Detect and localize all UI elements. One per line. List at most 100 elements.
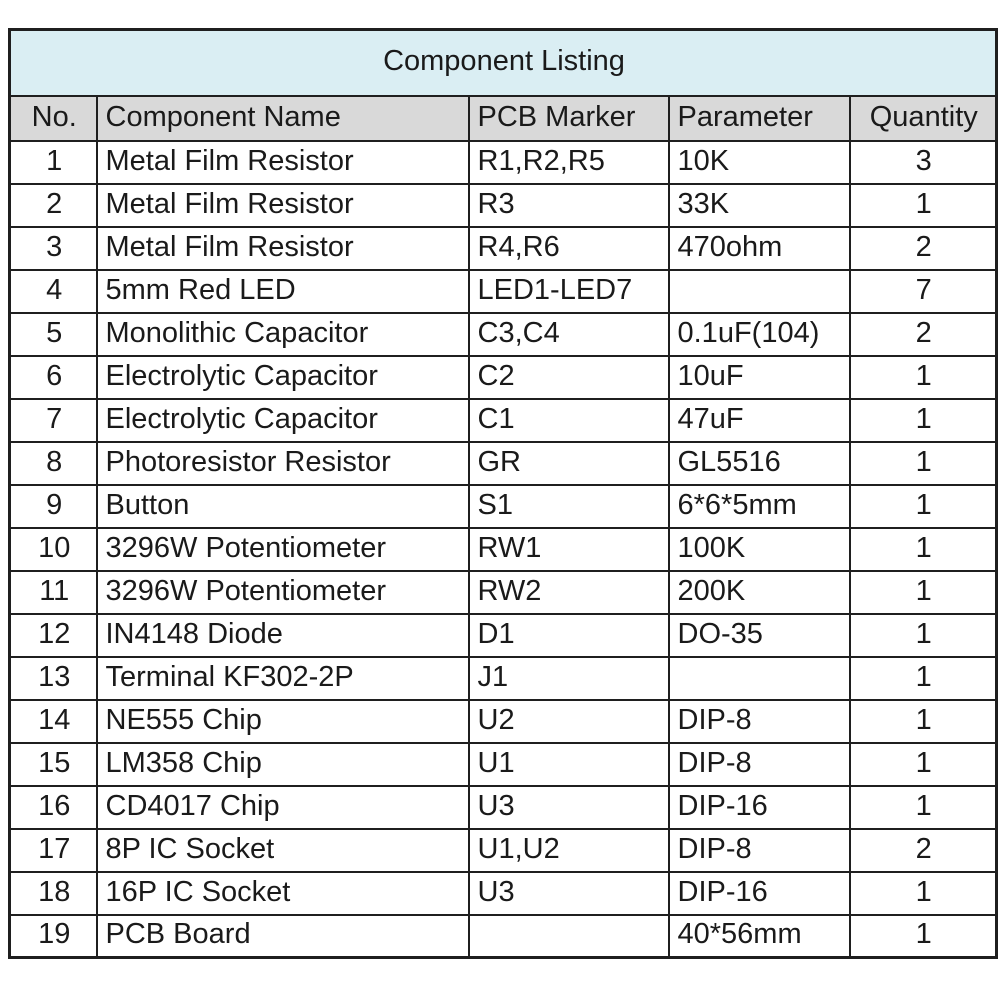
pcb-marker-cell: U3 [467, 784, 670, 830]
no-cell: 3 [8, 225, 98, 271]
table-row: 13 Terminal KF302-2P J1 1 [8, 655, 998, 701]
quantity-cell: 1 [848, 698, 998, 744]
parameter-cell: DIP-8 [667, 827, 851, 873]
component-listing-table: Component Listing No. Component Name PCB… [8, 28, 998, 959]
pcb-marker-cell: C3,C4 [467, 311, 670, 357]
no-cell: 16 [8, 784, 98, 830]
table-row: 15 LM358 Chip U1 DIP-8 1 [8, 741, 998, 787]
quantity-cell: 2 [848, 225, 998, 271]
component-name-cell: PCB Board [95, 913, 470, 959]
table-row: 1 Metal Film Resistor R1,R2,R5 10K 3 [8, 139, 998, 185]
quantity-cell: 2 [848, 311, 998, 357]
component-name-cell: Metal Film Resistor [95, 225, 470, 271]
parameter-cell: DIP-8 [667, 698, 851, 744]
no-cell: 1 [8, 139, 98, 185]
component-name-cell: 3296W Potentiometer [95, 526, 470, 572]
no-cell: 6 [8, 354, 98, 400]
table-row: 18 16P IC Socket U3 DIP-16 1 [8, 870, 998, 916]
component-name-cell: Terminal KF302-2P [95, 655, 470, 701]
component-name-cell: 8P IC Socket [95, 827, 470, 873]
parameter-cell: GL5516 [667, 440, 851, 486]
no-cell: 11 [8, 569, 98, 615]
component-name-cell: Monolithic Capacitor [95, 311, 470, 357]
table-row: 2 Metal Film Resistor R3 33K 1 [8, 182, 998, 228]
pcb-marker-cell: U3 [467, 870, 670, 916]
parameter-cell [667, 268, 851, 314]
table-row: 17 8P IC Socket U1,U2 DIP-8 2 [8, 827, 998, 873]
no-cell: 19 [8, 913, 98, 959]
quantity-cell: 2 [848, 827, 998, 873]
pcb-marker-cell [467, 913, 670, 959]
component-name-cell: Electrolytic Capacitor [95, 354, 470, 400]
table-row: 12 IN4148 Diode D1 DO-35 1 [8, 612, 998, 658]
quantity-cell: 1 [848, 354, 998, 400]
column-header-quantity: Quantity [848, 94, 998, 142]
pcb-marker-cell: LED1-LED7 [467, 268, 670, 314]
table-title: Component Listing [8, 28, 998, 97]
component-name-cell: Metal Film Resistor [95, 139, 470, 185]
header-row: No. Component Name PCB Marker Parameter … [8, 94, 998, 142]
component-name-cell: Button [95, 483, 470, 529]
table-row: 4 5mm Red LED LED1-LED7 7 [8, 268, 998, 314]
table-row: 16 CD4017 Chip U3 DIP-16 1 [8, 784, 998, 830]
table-row: 5 Monolithic Capacitor C3,C4 0.1uF(104) 2 [8, 311, 998, 357]
no-cell: 4 [8, 268, 98, 314]
table-row: 6 Electrolytic Capacitor C2 10uF 1 [8, 354, 998, 400]
quantity-cell: 1 [848, 741, 998, 787]
pcb-marker-cell: S1 [467, 483, 670, 529]
parameter-cell: 470ohm [667, 225, 851, 271]
parameter-cell: DIP-16 [667, 784, 851, 830]
parameter-cell: DIP-16 [667, 870, 851, 916]
no-cell: 2 [8, 182, 98, 228]
quantity-cell: 1 [848, 913, 998, 959]
quantity-cell: 1 [848, 397, 998, 443]
parameter-cell: 100K [667, 526, 851, 572]
parameter-cell: 200K [667, 569, 851, 615]
pcb-marker-cell: GR [467, 440, 670, 486]
table-row: 19 PCB Board 40*56mm 1 [8, 913, 998, 959]
parameter-cell: 10K [667, 139, 851, 185]
no-cell: 14 [8, 698, 98, 744]
pcb-marker-cell: J1 [467, 655, 670, 701]
component-name-cell: CD4017 Chip [95, 784, 470, 830]
pcb-marker-cell: U2 [467, 698, 670, 744]
no-cell: 9 [8, 483, 98, 529]
quantity-cell: 1 [848, 526, 998, 572]
pcb-marker-cell: RW2 [467, 569, 670, 615]
pcb-marker-cell: C1 [467, 397, 670, 443]
table-row: 11 3296W Potentiometer RW2 200K 1 [8, 569, 998, 615]
parameter-cell: DO-35 [667, 612, 851, 658]
parameter-cell: 40*56mm [667, 913, 851, 959]
pcb-marker-cell: R4,R6 [467, 225, 670, 271]
table-row: 9 Button S1 6*6*5mm 1 [8, 483, 998, 529]
quantity-cell: 7 [848, 268, 998, 314]
component-name-cell: 5mm Red LED [95, 268, 470, 314]
quantity-cell: 1 [848, 440, 998, 486]
column-header-pcb-marker: PCB Marker [467, 94, 670, 142]
parameter-cell: 33K [667, 182, 851, 228]
component-name-cell: 3296W Potentiometer [95, 569, 470, 615]
table-row: 8 Photoresistor Resistor GR GL5516 1 [8, 440, 998, 486]
no-cell: 18 [8, 870, 98, 916]
parameter-cell: 0.1uF(104) [667, 311, 851, 357]
no-cell: 17 [8, 827, 98, 873]
pcb-marker-cell: U1,U2 [467, 827, 670, 873]
parameter-cell [667, 655, 851, 701]
table-row: 7 Electrolytic Capacitor C1 47uF 1 [8, 397, 998, 443]
no-cell: 13 [8, 655, 98, 701]
pcb-marker-cell: D1 [467, 612, 670, 658]
no-cell: 8 [8, 440, 98, 486]
pcb-marker-cell: R3 [467, 182, 670, 228]
quantity-cell: 1 [848, 182, 998, 228]
quantity-cell: 1 [848, 870, 998, 916]
quantity-cell: 1 [848, 784, 998, 830]
table-row: 3 Metal Film Resistor R4,R6 470ohm 2 [8, 225, 998, 271]
no-cell: 7 [8, 397, 98, 443]
title-row: Component Listing [8, 28, 998, 97]
component-name-cell: 16P IC Socket [95, 870, 470, 916]
table-body: 1 Metal Film Resistor R1,R2,R5 10K 3 2 Metal F… [8, 139, 998, 959]
quantity-cell: 1 [848, 569, 998, 615]
component-name-cell: LM358 Chip [95, 741, 470, 787]
no-cell: 15 [8, 741, 98, 787]
component-name-cell: IN4148 Diode [95, 612, 470, 658]
